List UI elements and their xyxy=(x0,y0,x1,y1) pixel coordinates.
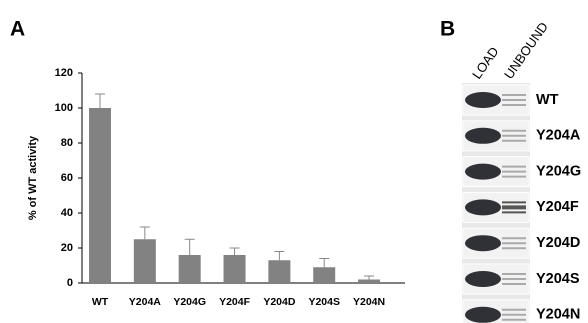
bar xyxy=(134,239,156,283)
x-tick-label: Y204A xyxy=(129,296,162,308)
load-band xyxy=(465,235,501,251)
panel-label: A xyxy=(10,18,25,41)
y-tick-label: 20 xyxy=(61,242,73,254)
row-label: Y204N xyxy=(536,307,580,323)
load-band xyxy=(465,199,501,215)
lane-label: UNBOUND xyxy=(501,19,551,81)
x-tick-label: Y204S xyxy=(308,296,340,308)
bar xyxy=(89,108,111,283)
y-tick-label: 80 xyxy=(61,137,73,149)
y-tick-label: 100 xyxy=(55,102,73,114)
x-tick-label: Y204F xyxy=(219,296,251,308)
row-label: Y204D xyxy=(536,235,580,251)
load-band xyxy=(465,271,501,287)
y-tick-label: 40 xyxy=(61,207,73,219)
x-tick-label: Y204N xyxy=(353,296,385,308)
bar xyxy=(224,255,246,283)
bar xyxy=(268,260,290,283)
figure: A B % of WT activity 0 20 40 60 80 100 120 WT Y2… xyxy=(0,0,588,323)
panel-label: B xyxy=(440,18,455,41)
row-label: WT xyxy=(536,92,559,108)
load-band xyxy=(465,307,501,323)
x-tick-label: WT xyxy=(92,296,109,308)
x-tick-label: Y204D xyxy=(263,296,296,308)
row-label: Y204A xyxy=(536,128,581,144)
bar xyxy=(313,267,335,283)
row-label: Y204F xyxy=(536,199,579,215)
y-tick-label: 0 xyxy=(67,277,73,289)
row-label: Y204S xyxy=(536,271,580,287)
y-tick-label: 60 xyxy=(61,172,73,184)
row-label: Y204G xyxy=(536,163,581,179)
bar xyxy=(179,255,201,283)
x-tick-label: Y204G xyxy=(173,296,206,308)
load-band xyxy=(465,128,501,144)
y-tick-label: 120 xyxy=(55,67,73,79)
lane-label: LOAD xyxy=(469,44,502,82)
y-axis-label: % of WT activity xyxy=(27,135,39,220)
load-band xyxy=(465,92,501,108)
bar xyxy=(358,280,380,284)
load-band xyxy=(465,164,501,180)
